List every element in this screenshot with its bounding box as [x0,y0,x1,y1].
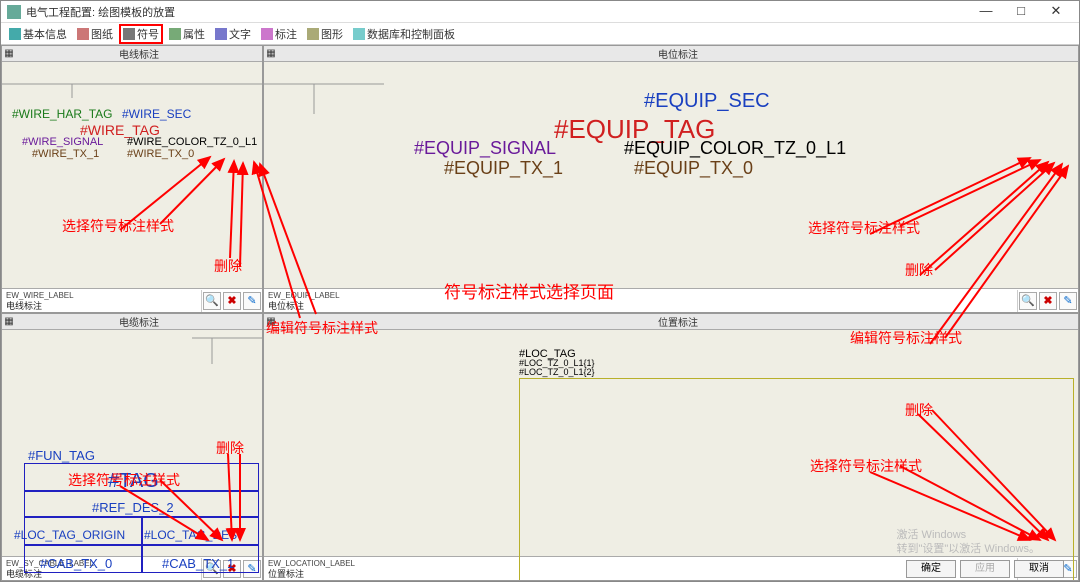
menu-item[interactable]: 属性 [165,24,209,44]
app-icon [7,5,21,19]
gear-icon[interactable]: ▦ [2,48,16,59]
tag-frame [142,517,259,545]
maximize-button[interactable]: □ [1004,2,1038,22]
canvas-equip[interactable]: #EQUIP_SEC#EQUIP_TAG#EQUIP_SIGNAL#EQUIP_… [264,62,1078,288]
panel-cable-label: ▦ 电缆标注 #FUN_TAG#TAG#REF_DES_2#LOC_TAG_OR… [1,313,263,581]
menu-icon [169,28,181,40]
menu-icon [307,28,319,40]
placeholder-tag: #EQUIP_SIGNAL [414,138,556,159]
menu-label: 符号 [137,26,159,42]
panel-header: 电缆标注 [16,314,262,329]
placeholder-tag: #EQUIP_COLOR_TZ_0_L1 [624,138,846,159]
edit-style-button[interactable]: ✎ [1059,292,1077,310]
dialog-buttons: 确定 应用 取消 [906,560,1064,578]
placeholder-tag: #WIRE_TX_1 [32,148,99,160]
gear-icon[interactable]: ▦ [2,316,16,327]
menu-label: 数据库和控制面板 [367,26,455,42]
menu-item[interactable]: 图纸 [73,24,117,44]
menu-icon [9,28,21,40]
gear-icon[interactable]: ▦ [264,48,278,59]
menu-icon [77,28,89,40]
panel-header: 电位标注 [278,46,1078,61]
menu-label: 图形 [321,26,343,42]
select-style-button[interactable]: 🔍 [1019,292,1037,310]
tag-frame [24,463,259,491]
panel-wire-label: ▦ 电线标注 #WIRE_HAR_TAG#WIRE_SEC#WIRE_TAG#W… [1,45,263,313]
placeholder-tag: #EQUIP_SEC [644,90,770,113]
canvas-cable[interactable]: #FUN_TAG#TAG#REF_DES_2#LOC_TAG_ORIGIN#LO… [2,330,262,556]
menu-label: 标注 [275,26,297,42]
window-title: 电气工程配置: 绘图模板的放置 [26,4,969,20]
menu-label: 基本信息 [23,26,67,42]
panel-footer: EW_EQUIP_LABEL电位标注 🔍 ✖ ✎ [264,288,1078,312]
tag-frame [142,545,259,573]
tag-frame [24,545,142,573]
gear-icon[interactable]: ▦ [264,316,278,327]
menu-label: 属性 [183,26,205,42]
panel-grid: ▦ 电线标注 #WIRE_HAR_TAG#WIRE_SEC#WIRE_TAG#W… [1,45,1079,581]
tag-frame [24,491,259,517]
apply-button[interactable]: 应用 [960,560,1010,578]
menu-item[interactable]: 标注 [257,24,301,44]
menu-item[interactable]: 图形 [303,24,347,44]
menu-icon [353,28,365,40]
placeholder-tag: #FUN_TAG [28,448,95,463]
menu-item[interactable]: 基本信息 [5,24,71,44]
placeholder-tag: #EQUIP_TX_1 [444,158,563,179]
placeholder-tag: #WIRE_TX_0 [127,148,194,160]
canvas-location[interactable]: #LOC_TAG#LOC_TZ_0_L1{1}#LOC_TZ_0_L1{2}#L… [264,330,1078,556]
menu-item[interactable]: 符号 [119,24,163,44]
tag-frame [24,517,142,545]
edit-style-button[interactable]: ✎ [243,292,261,310]
menu-item[interactable]: 文字 [211,24,255,44]
panel-header: 电线标注 [16,46,262,61]
ok-button[interactable]: 确定 [906,560,956,578]
delete-button[interactable]: ✖ [1039,292,1057,310]
panel-equip-label: ▦ 电位标注 #EQUIP_SEC#EQUIP_TAG#EQUIP_SIGNAL… [263,45,1079,313]
delete-button[interactable]: ✖ [223,292,241,310]
placeholder-tag: #LOC_TZ_0_L1{2} [519,367,595,377]
titlebar: 电气工程配置: 绘图模板的放置 — □ ✕ [1,1,1079,23]
placeholder-tag: #WIRE_COLOR_TZ_0_L1 [127,136,257,148]
menu-icon [261,28,273,40]
minimize-button[interactable]: — [969,2,1003,22]
menu-label: 文字 [229,26,251,42]
menu-item[interactable]: 数据库和控制面板 [349,24,459,44]
canvas-wire[interactable]: #WIRE_HAR_TAG#WIRE_SEC#WIRE_TAG#WIRE_SIG… [2,62,262,288]
panel-header: 位置标注 [278,314,1078,329]
menu-icon [123,28,135,40]
menu-label: 图纸 [91,26,113,42]
menubar: 基本信息 图纸 符号 属性 文字 标注 图形 数据库和控制面板 [1,23,1079,45]
placeholder-tag: #EQUIP_TX_0 [634,158,753,179]
placeholder-tag: #WIRE_HAR_TAG [12,107,112,121]
placeholder-tag: #WIRE_SEC [122,107,191,121]
menu-icon [215,28,227,40]
panel-footer: EW_WIRE_LABEL电线标注 🔍 ✖ ✎ [2,288,262,312]
windows-watermark: 激活 Windows 转到"设置"以激活 Windows。 [897,528,1041,556]
select-style-button[interactable]: 🔍 [203,292,221,310]
placeholder-tag: #WIRE_SIGNAL [22,136,103,148]
app-window: 电气工程配置: 绘图模板的放置 — □ ✕ 基本信息 图纸 符号 属性 文字 标注 图形 数据… [0,0,1080,582]
cancel-button[interactable]: 取消 [1014,560,1064,578]
close-button[interactable]: ✕ [1039,2,1073,22]
